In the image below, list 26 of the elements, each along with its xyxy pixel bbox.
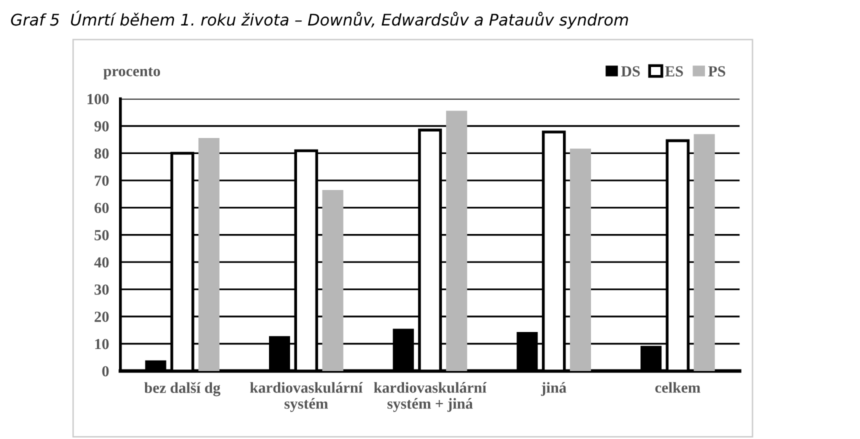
y-tick-label: 100: [88, 94, 109, 104]
bar: [446, 110, 468, 371]
y-tick-label: 30: [94, 284, 109, 295]
y-tick-label: 60: [94, 202, 109, 214]
x-tick-label: kardiovaskulární systém: [250, 382, 363, 412]
legend-label: DS: [621, 66, 640, 76]
legend-label: PS: [708, 66, 726, 76]
y-tick-label: 80: [94, 148, 109, 159]
y-tick-label: 50: [94, 230, 109, 240]
legend-label: ES: [665, 66, 683, 76]
bar: [570, 148, 591, 371]
x-tick-label: jiná: [540, 382, 566, 396]
x-tick-label: celkem: [655, 382, 700, 393]
y-tick-label: 20: [94, 312, 109, 322]
x-tick-label: kardiovaskulární systém + jiná: [374, 382, 487, 412]
y-tick-label: 0: [102, 366, 109, 376]
bar: [694, 134, 715, 371]
y-tick-label: 10: [95, 338, 109, 350]
y-axis-title: procento: [103, 68, 160, 80]
y-tick-label: 40: [94, 257, 109, 268]
x-tick-label: bez další dg: [144, 382, 220, 396]
y-tick-label: 90: [94, 121, 109, 132]
chart-title: Graf 5 Úmrtí během 1. roku života – Downův, Edwardsův a Patauův syndrom: [11, 10, 628, 29]
y-tick-label: 70: [94, 176, 109, 186]
bar: [198, 138, 220, 371]
bar: [322, 190, 344, 371]
